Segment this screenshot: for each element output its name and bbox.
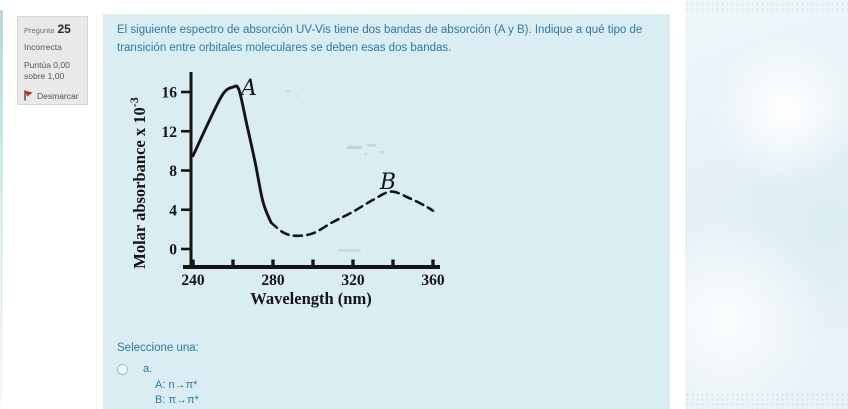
x-tick-label: 280 [261,272,285,289]
page-edge-accent [0,10,3,409]
band-label-b: B [379,170,396,195]
uv-vis-spectrum-chart: 0 4 8 12 16 240 280 320 360 A B Wavelength (nm) Mola… [127,72,445,308]
answer-area: Seleccione una: a. A: n→π* B: π→π* [117,342,199,407]
background-dot-texture-bottom [685,392,848,409]
unflag-label: Desmarcar [37,90,79,101]
answer-prompt: Seleccione una: [117,342,199,354]
unflag-action[interactable]: Desmarcar [24,90,81,101]
band-label-a: A [239,76,257,101]
x-tick-label: 240 [181,272,205,289]
y-tick-label: 8 [169,163,177,180]
grade-line-2: sobre 1,00 [24,71,65,81]
series-band-b [269,190,435,238]
grade-line-1: Puntúa 0,00 [24,60,70,70]
background-dot-texture-top [685,2,848,11]
x-axis-title: Wavelength (nm) [250,289,371,308]
option-a-radio[interactable] [117,363,128,375]
question-info-panel: Pregunta 25 Incorrecta Puntúa 0,00 sobre… [17,16,88,105]
option-a-key: a. [143,363,153,375]
x-tick-label: 360 [421,272,445,289]
x-tick-label: 320 [341,272,365,289]
series-band-a [191,84,273,224]
y-axis-title: Molar absorbance x 10-3 [127,97,149,268]
question-grade: Puntúa 0,00 sobre 1,00 [24,60,81,82]
question-body: El siguiente espectro de absorción UV-Vi… [103,14,670,409]
y-tick-label: 12 [162,124,178,141]
option-a-text: A: n→π* B: π→π* [155,378,199,407]
scan-artifacts [286,90,385,252]
question-label: Pregunta [24,26,55,35]
y-tick-label: 16 [162,85,178,102]
option-a-line-2: B: π→π* [155,393,199,406]
question-header: Pregunta 25 [24,22,81,36]
option-a-row: a. [117,363,199,375]
option-a-line-1: A: n→π* [155,379,198,391]
question-status: Incorrecta [24,42,62,52]
flag-icon [24,90,33,101]
question-number: 25 [57,22,71,36]
y-tick-label: 0 [169,242,177,259]
desktop-background [685,0,848,409]
y-tick-label: 4 [169,202,177,219]
question-text: El siguiente espectro de absorción UV-Vi… [117,24,643,54]
